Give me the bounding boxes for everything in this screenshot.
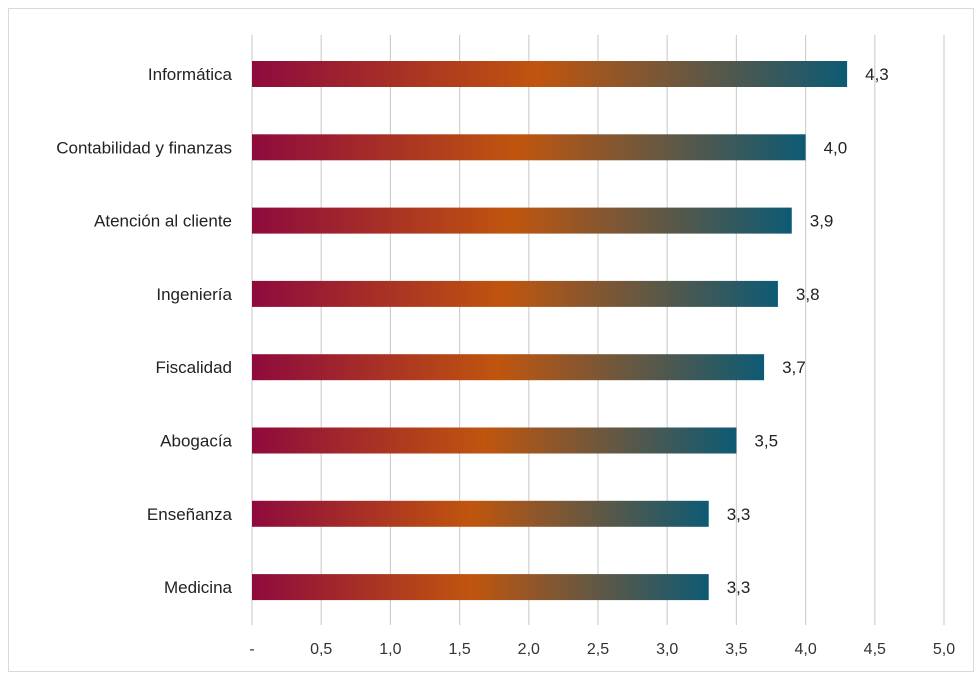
bar xyxy=(252,427,737,454)
category-label: Enseñanza xyxy=(147,505,233,524)
x-tick-label: 1,5 xyxy=(448,641,470,658)
x-tick-label: 3,5 xyxy=(725,641,747,658)
data-label: 4,0 xyxy=(824,138,848,157)
bars xyxy=(252,61,848,601)
x-tick-label: 5,0 xyxy=(933,641,955,658)
data-label: 3,3 xyxy=(727,578,751,597)
bar xyxy=(252,500,709,527)
data-label: 3,8 xyxy=(796,285,820,304)
bar xyxy=(252,280,778,307)
bar xyxy=(252,61,848,87)
data-label: 3,3 xyxy=(727,505,751,524)
category-label: Ingeniería xyxy=(156,285,232,304)
x-tick-label: 4,0 xyxy=(794,641,816,658)
bar xyxy=(252,574,709,601)
bar xyxy=(252,354,765,381)
x-tick-label: 1,0 xyxy=(379,641,401,658)
category-label: Abogacía xyxy=(160,432,232,451)
x-tick-label: 0,5 xyxy=(310,641,332,658)
bar xyxy=(252,207,792,234)
category-label: Fiscalidad xyxy=(155,358,232,377)
x-tick-label: - xyxy=(249,641,254,658)
category-label: Contabilidad y finanzas xyxy=(56,138,232,157)
x-tick-label: 4,5 xyxy=(864,641,886,658)
x-tick-label: 3,0 xyxy=(656,641,678,658)
data-label: 3,9 xyxy=(810,212,834,231)
category-label: Atención al cliente xyxy=(94,212,232,231)
category-label: Informática xyxy=(148,65,233,84)
bar xyxy=(252,134,806,161)
x-tick-label: 2,5 xyxy=(587,641,609,658)
value-labels: 4,3 4,0 3,9 3,8 3,7 3,5 3,3 3,3 xyxy=(727,65,889,597)
category-label: Medicina xyxy=(164,578,233,597)
x-axis-tick-labels: - 0,5 1,0 1,5 2,0 2,5 3,0 3,5 4,0 4,5 5,0 xyxy=(249,641,955,658)
category-labels: Informática Contabilidad y finanzas Atenci… xyxy=(56,65,232,597)
chart-frame xyxy=(8,8,974,672)
data-label: 3,5 xyxy=(754,432,778,451)
data-label: 4,3 xyxy=(865,65,889,84)
data-label: 3,7 xyxy=(782,358,806,377)
gridlines xyxy=(251,35,945,625)
x-tick-label: 2,0 xyxy=(518,641,540,658)
